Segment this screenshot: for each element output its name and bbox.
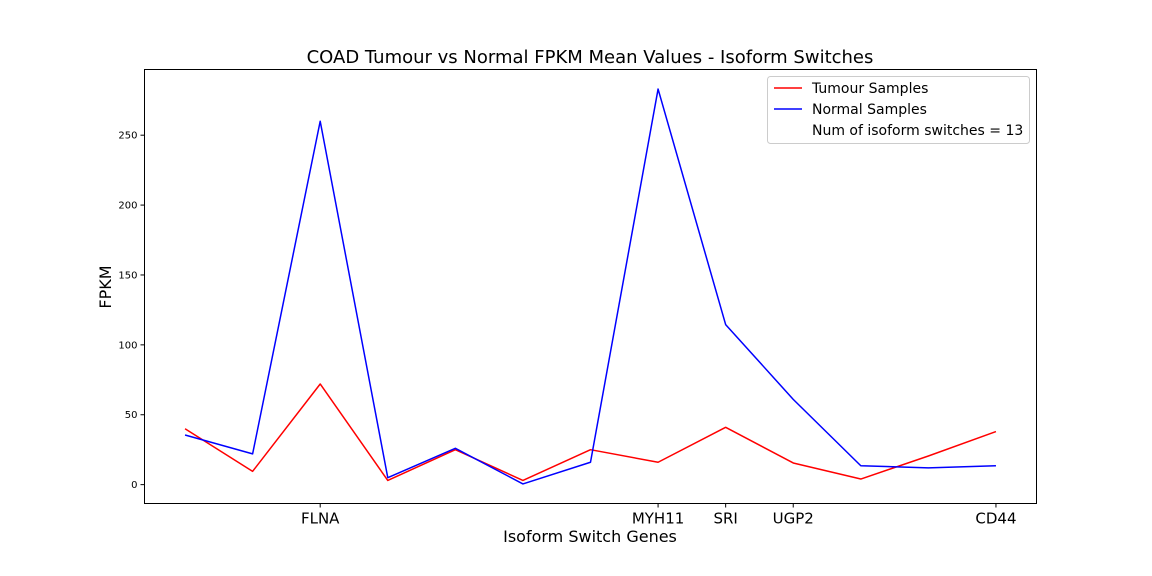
series-line-normal xyxy=(184,88,996,485)
x-axis-label: Isoform Switch Genes xyxy=(503,527,677,546)
series-lines xyxy=(184,88,997,485)
x-tick-label: CD44 xyxy=(975,510,1016,528)
y-tick-label: 100 xyxy=(118,340,137,351)
y-tick-label: 0 xyxy=(131,480,137,491)
series-line-tumour xyxy=(184,383,997,482)
x-axis-ticks: FLNA MYH11 SRI UGP2 CD44 xyxy=(301,503,1017,528)
y-tick-label: 150 xyxy=(118,270,137,281)
x-tick-label: SRI xyxy=(713,510,737,528)
legend-entries: Tumour Samples Normal Samples Num of isofo… xyxy=(774,81,1023,139)
y-axis-ticks: 0 50 100 150 200 250 xyxy=(118,131,145,491)
plot-area-frame xyxy=(144,69,1037,504)
y-axis-label: FPKM xyxy=(96,265,115,308)
legend-label: Num of isoform switches = 13 xyxy=(812,123,1023,139)
chart-title: COAD Tumour vs Normal FPKM Mean Values -… xyxy=(307,47,874,68)
legend-label: Normal Samples xyxy=(812,102,927,118)
y-tick-label: 200 xyxy=(118,201,137,212)
y-tick-label: 50 xyxy=(125,410,138,421)
legend: Tumour Samples Normal Samples Num of isofo… xyxy=(767,76,1030,144)
legend-box xyxy=(767,76,1030,144)
x-tick-label: FLNA xyxy=(301,510,340,528)
x-tick-label: MYH11 xyxy=(632,510,684,528)
y-tick-label: 250 xyxy=(118,131,137,142)
x-tick-label: UGP2 xyxy=(773,510,814,528)
legend-label: Tumour Samples xyxy=(811,81,928,97)
